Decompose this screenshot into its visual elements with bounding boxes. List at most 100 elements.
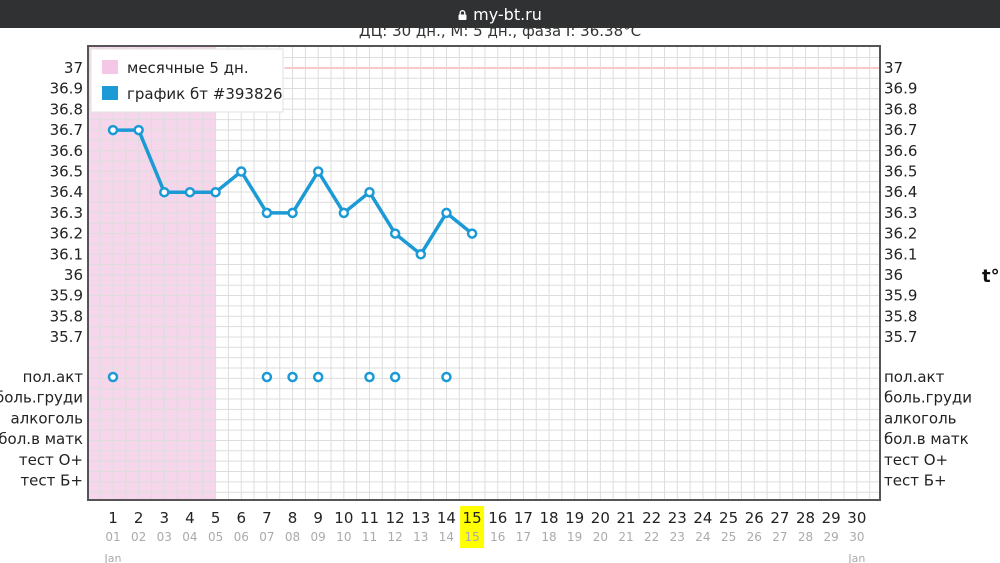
temperature-point <box>159 186 170 198</box>
temperature-point <box>364 186 375 198</box>
x-day-label: 4 <box>185 509 195 527</box>
x-date-label: 15 <box>464 530 479 544</box>
x-date-label: 14 <box>439 530 454 544</box>
temperature-point <box>312 166 324 177</box>
legend-swatch <box>102 86 118 100</box>
x-day-label: 17 <box>514 509 533 527</box>
x-date-label: 04 <box>182 530 197 544</box>
y-tick-label-left: 36.5 <box>50 163 83 181</box>
legend-swatch <box>102 60 118 74</box>
x-date-label: 10 <box>336 530 351 544</box>
x-date-label: 18 <box>541 530 556 544</box>
y-tick-label-right: 36.1 <box>884 245 917 263</box>
x-date-label: 06 <box>234 530 249 544</box>
x-day-label: 30 <box>847 509 866 527</box>
x-day-label: 21 <box>616 509 635 527</box>
x-day-label: 19 <box>565 509 584 527</box>
y-tick-label-left: 36.7 <box>50 121 83 139</box>
y-tick-label-right: 35.8 <box>884 307 917 325</box>
event-row-label-left: пол.акт <box>23 368 84 386</box>
temperature-point <box>236 166 247 177</box>
month-label: Jan <box>104 552 122 563</box>
x-date-label: 08 <box>285 530 300 544</box>
y-tick-label-right: 36.2 <box>884 225 917 243</box>
x-day-label: 6 <box>236 509 246 527</box>
x-day-label: 29 <box>822 509 841 527</box>
x-date-label: 02 <box>131 530 146 544</box>
y-tick-label-right: 36.8 <box>884 100 917 118</box>
temperature-point <box>415 249 427 260</box>
y-tick-label-left: 36.8 <box>50 100 83 118</box>
x-date-label: 26 <box>747 530 762 544</box>
browser-address-bar[interactable]: my-bt.ru <box>0 0 1000 28</box>
x-day-label: 9 <box>313 509 323 527</box>
x-day-label: 5 <box>211 509 221 527</box>
temperature-point <box>184 186 196 198</box>
event-row-label-left: тест Б+ <box>20 472 83 490</box>
event-row-label-left: алкоголь <box>10 409 83 427</box>
x-date-label: 11 <box>362 530 377 544</box>
x-date-label: 30 <box>849 530 864 544</box>
x-day-label: 2 <box>134 509 144 527</box>
lock-icon <box>458 10 467 20</box>
x-day-label: 28 <box>796 509 815 527</box>
x-day-label: 8 <box>288 509 298 527</box>
x-day-label: 14 <box>437 509 456 527</box>
today-highlight <box>460 506 485 548</box>
x-day-label: 13 <box>411 509 430 527</box>
y-tick-label-right: 35.7 <box>884 328 917 346</box>
y-tick-label-left: 36.6 <box>50 142 83 160</box>
x-day-label: 20 <box>591 509 610 527</box>
temperature-point <box>287 207 298 219</box>
x-date-label: 01 <box>105 530 120 544</box>
temperature-point <box>133 124 144 136</box>
y-tick-label-right: 36.3 <box>884 204 917 222</box>
y-tick-label-right: 36.9 <box>884 80 917 98</box>
x-day-label: 7 <box>262 509 272 527</box>
event-row-label-right: алкоголь <box>884 409 957 427</box>
x-date-label: 24 <box>695 530 710 544</box>
event-row-label-right: пол.акт <box>884 368 945 386</box>
x-day-label: 18 <box>540 509 559 527</box>
temperature-point <box>466 228 478 239</box>
event-row-label-left: тест О+ <box>19 451 83 469</box>
x-day-label: 11 <box>360 509 379 527</box>
legend-label: график бт #393826 <box>127 85 283 103</box>
y-tick-label-right: 36.4 <box>884 183 917 201</box>
event-row-label-right: тест О+ <box>884 451 948 469</box>
x-date-label: 29 <box>824 530 839 544</box>
x-date-label: 07 <box>259 530 274 544</box>
event-row-label-right: боль.груди <box>884 389 972 407</box>
x-date-label: 12 <box>388 530 403 544</box>
x-date-label: 05 <box>208 530 223 544</box>
event-marker <box>441 371 452 383</box>
temperature-point <box>261 207 273 219</box>
y-tick-label-left: 36.4 <box>50 183 83 201</box>
temperature-point <box>441 207 452 219</box>
x-date-label: 09 <box>311 530 326 544</box>
temperature-point <box>210 186 221 198</box>
x-date-label: 19 <box>567 530 582 544</box>
y-tick-label-left: 36.2 <box>50 225 83 243</box>
event-marker <box>389 371 401 383</box>
x-date-label: 28 <box>798 530 813 544</box>
event-marker <box>312 371 324 383</box>
temperature-point <box>389 228 401 239</box>
x-day-label: 27 <box>770 509 789 527</box>
chart-frame <box>87 45 881 501</box>
event-marker <box>261 371 273 383</box>
x-day-label: 26 <box>745 509 764 527</box>
page-url: my-bt.ru <box>473 4 542 24</box>
x-day-label: 10 <box>334 509 353 527</box>
x-day-label: 16 <box>488 509 507 527</box>
x-day-label: 25 <box>719 509 738 527</box>
event-marker <box>107 371 119 383</box>
event-marker <box>364 371 375 383</box>
y-tick-label-right: 36.7 <box>884 121 917 139</box>
y-tick-label-right: 37 <box>884 59 903 77</box>
month-label: Jan <box>847 552 865 563</box>
x-date-label: 21 <box>618 530 633 544</box>
x-date-label: 16 <box>490 530 505 544</box>
x-day-label: 3 <box>160 509 170 527</box>
